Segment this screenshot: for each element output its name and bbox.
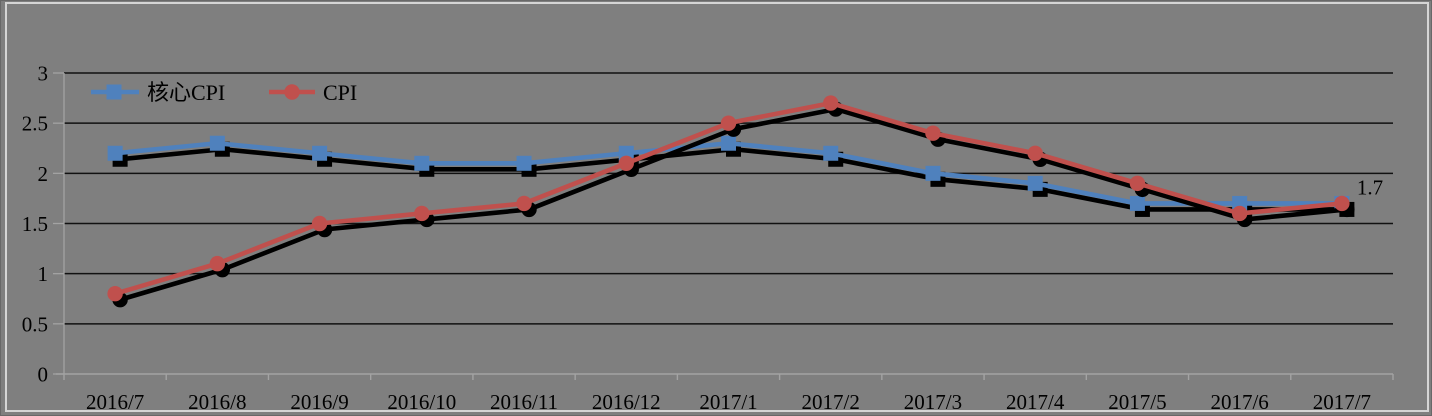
x-tick-label-2016-11: 2016/11 xyxy=(490,390,558,414)
legend-label-cpi: CPI xyxy=(323,80,357,105)
x-tick-label-2016-9: 2016/9 xyxy=(290,390,348,414)
cpi-marker-2017-7 xyxy=(1334,195,1350,212)
core-cpi-marker-2017-2 xyxy=(823,145,839,161)
cpi-marker-2017-6 xyxy=(1231,205,1248,222)
y-tick-label-0.5: 0.5 xyxy=(22,312,48,336)
cpi-marker-2016-9 xyxy=(311,215,328,232)
core-cpi-marker-2016-9 xyxy=(312,145,328,161)
y-tick-label-3: 3 xyxy=(38,62,49,86)
cpi-marker-2016-10 xyxy=(414,205,430,222)
core-cpi-marker-2017-1 xyxy=(721,135,736,151)
core-cpi-marker-2017-4 xyxy=(1027,175,1043,191)
cpi-marker-2016-8 xyxy=(209,255,226,272)
core-cpi-marker-2017-5 xyxy=(1129,195,1145,211)
x-tick-label-2017-2: 2017/2 xyxy=(802,390,860,414)
cpi-marker-2017-2 xyxy=(823,95,839,111)
x-tick-label-2016-12: 2016/12 xyxy=(592,390,661,414)
x-tick-label-2017-6: 2017/6 xyxy=(1210,390,1268,414)
core-cpi-marker-2016-11 xyxy=(516,155,532,171)
x-tick-label-2016-8: 2016/8 xyxy=(188,390,246,414)
cpi-marker-2017-4 xyxy=(1027,145,1043,161)
x-tick-label-2016-10: 2016/10 xyxy=(387,390,456,414)
x-tick-label-2017-5: 2017/5 xyxy=(1108,390,1166,414)
cpi-marker-2016-7 xyxy=(107,286,123,302)
cpi-marker-2016-11 xyxy=(516,195,532,212)
x-tick-label-2016-7: 2016/7 xyxy=(86,390,144,414)
cpi-marker-2017-1 xyxy=(720,115,737,131)
core-cpi-marker-2016-10 xyxy=(414,155,430,171)
x-tick-label-2017-1: 2017/1 xyxy=(699,390,757,414)
x-tick-label-2017-4: 2017/4 xyxy=(1006,390,1065,414)
data-label-cpi-2017-7: 1.7 xyxy=(1357,175,1383,199)
x-tick-label-2017-7: 2017/7 xyxy=(1313,390,1371,414)
legend-marker-core-cpi xyxy=(106,84,122,100)
core-cpi-marker-2017-3 xyxy=(925,165,941,181)
y-tick-label-0: 0 xyxy=(38,363,49,387)
y-tick-label-2.5: 2.5 xyxy=(22,112,48,136)
core-cpi-marker-2016-8 xyxy=(209,135,225,151)
legend-marker-cpi xyxy=(284,84,300,100)
legend-label-core-cpi: 核心CPI xyxy=(147,80,225,105)
core-cpi-marker-2016-7 xyxy=(107,145,123,161)
cpi-marker-2017-5 xyxy=(1129,175,1146,192)
cpi-marker-2017-3 xyxy=(925,125,941,141)
y-tick-label-1: 1 xyxy=(38,262,49,286)
y-tick-label-1.5: 1.5 xyxy=(22,212,48,236)
x-tick-label-2017-3: 2017/3 xyxy=(904,390,962,414)
y-tick-label-2: 2 xyxy=(38,162,49,186)
core-cpi-line-shadow xyxy=(117,146,1350,212)
cpi-marker-2016-12 xyxy=(618,155,634,171)
